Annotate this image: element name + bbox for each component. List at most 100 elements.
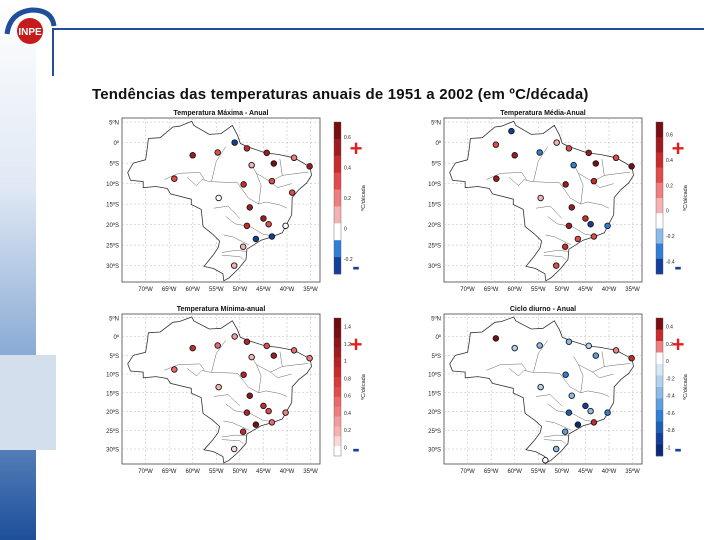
colorbar-tick-label: -0.2 — [666, 234, 675, 240]
slide-title: Tendências das temperaturas anuais de 19… — [92, 86, 589, 103]
station-point — [260, 215, 267, 222]
station-point — [268, 233, 276, 240]
station-point — [239, 243, 247, 250]
station-point — [246, 392, 254, 399]
lon-tick-label: 55ºW — [209, 468, 224, 475]
station-point — [248, 161, 255, 169]
station-point — [568, 392, 576, 399]
lon-tick-label: 40ºW — [602, 468, 617, 475]
lon-tick-label: 65ºW — [484, 468, 499, 475]
colorbar-segment — [656, 182, 663, 199]
lat-tick-label: 15ºS — [106, 390, 119, 397]
station-point — [612, 154, 620, 162]
station-point — [493, 175, 500, 182]
colorbar-frame — [333, 121, 342, 275]
colorbar-label: ºC/década — [360, 373, 367, 399]
station-point — [565, 338, 573, 346]
negative-sign: - — [674, 254, 681, 279]
state-border — [221, 439, 244, 444]
lon-tick-label: 65ºW — [162, 286, 177, 293]
chart-tmax: Temperatura Máxima - Anual 5ºN 0º 5ºS 10ºS 15… — [106, 110, 367, 293]
state-border — [221, 434, 247, 438]
chart-tmedia: Temperatura Média-Anual 5ºN 0º 5ºS 10ºS 15ºS 2… — [428, 110, 689, 293]
state-border — [221, 250, 247, 253]
state-border — [508, 368, 560, 377]
station-point — [511, 152, 518, 159]
colorbar-segment — [334, 327, 341, 339]
state-border — [211, 146, 226, 182]
lon-tick-label: 70ºW — [460, 286, 475, 293]
lat-tick-label: 5ºS — [109, 353, 119, 360]
state-border — [256, 351, 283, 373]
colorbar-tick-label: -0.4 — [666, 259, 675, 265]
lat-tick-label: 5ºS — [431, 161, 441, 168]
colorbar-label: ºC/década — [682, 373, 689, 399]
state-border — [547, 216, 595, 236]
lon-tick-label: 40ºW — [602, 286, 617, 293]
state-border — [604, 171, 631, 176]
colorbar-segment — [334, 337, 341, 348]
state-border — [186, 177, 238, 186]
negative-sign: - — [674, 436, 681, 461]
station-point — [306, 355, 313, 362]
colorbar-segment — [656, 387, 663, 399]
lat-tick-label: 20ºS — [428, 409, 441, 416]
station-point — [243, 409, 251, 416]
state-border — [543, 255, 566, 261]
colorbar-segment — [656, 352, 663, 365]
station-point — [511, 344, 518, 352]
station-point — [268, 419, 276, 426]
station-point — [243, 222, 251, 230]
state-border — [592, 371, 614, 379]
header-rule — [52, 28, 704, 30]
colorbar-tick-label: 0.4 — [666, 158, 673, 164]
state-border — [282, 171, 309, 176]
colorbar-tick-label: -0.2 — [344, 257, 353, 263]
colorbar-segment — [334, 172, 341, 190]
colorbar-tick-label: 0.4 — [344, 166, 351, 172]
lat-tick-label: 10ºS — [106, 181, 119, 188]
station-point — [265, 407, 272, 415]
station-point — [171, 175, 178, 182]
station-point — [552, 445, 560, 453]
state-border — [533, 340, 548, 372]
state-border — [223, 234, 250, 246]
station-point — [215, 194, 222, 202]
station-point — [552, 262, 560, 269]
lat-tick-label: 10ºS — [428, 181, 441, 188]
lat-tick-label: 20ºS — [106, 409, 119, 416]
state-border — [486, 172, 527, 180]
station-point — [536, 149, 543, 156]
state-border — [604, 363, 631, 367]
state-border — [535, 394, 563, 407]
station-point — [282, 222, 289, 230]
chart-title: Temperatura Mínima-anual — [177, 306, 266, 313]
state-border — [543, 434, 569, 438]
state-border — [258, 390, 288, 397]
lat-tick-label: 0º — [113, 140, 119, 147]
state-border — [559, 164, 584, 205]
state-border — [225, 216, 273, 236]
positive-sign: + — [672, 332, 685, 357]
state-border — [256, 158, 283, 182]
state-border — [282, 363, 309, 367]
lon-tick-label: 60ºW — [185, 286, 200, 293]
lat-tick-label: 5ºN — [431, 315, 441, 322]
lat-tick-label: 30ºS — [106, 447, 119, 454]
lon-tick-label: 55ºW — [531, 468, 546, 475]
lon-tick-label: 35ºW — [303, 286, 318, 293]
station-point — [582, 215, 589, 222]
station-point — [590, 419, 598, 426]
station-point — [265, 220, 272, 228]
chart-tmin: Temperatura Mínima-anual 5ºN 0º 5ºS 10ºS 15ºS… — [106, 306, 367, 475]
state-border — [486, 363, 527, 371]
negative-sign: - — [352, 436, 359, 461]
lat-tick-label: 5ºN — [109, 315, 119, 322]
state-border — [545, 420, 572, 431]
station-point — [263, 342, 270, 350]
lat-tick-label: 30ºS — [106, 263, 119, 270]
state-border — [213, 394, 241, 407]
lat-tick-label: 20ºS — [106, 222, 119, 229]
colorbar-tick-label: 0 — [666, 359, 669, 365]
colorbar-segment — [656, 329, 663, 342]
